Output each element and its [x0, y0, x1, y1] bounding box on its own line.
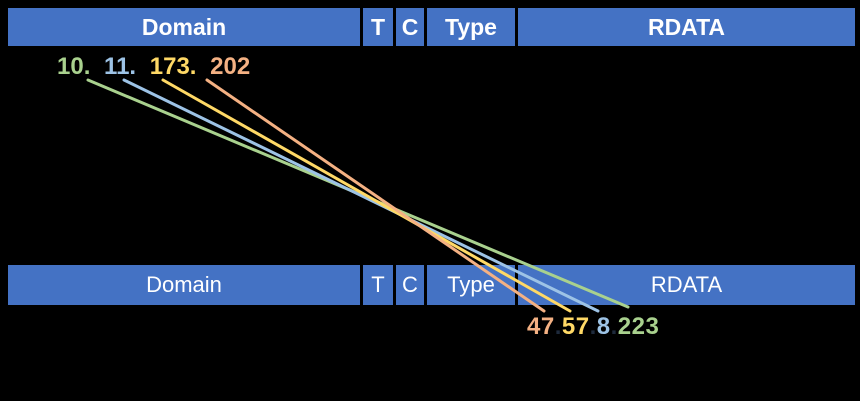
encoded-octet-3: 173. [149, 53, 197, 80]
decoded-dot-1: . [554, 313, 562, 340]
top-record-table: Domain T C Type RDATA [8, 8, 855, 46]
decoded-octet-1: 47 [527, 313, 555, 340]
encoded-ip-label: 10. 11. 173. 202 [57, 54, 250, 80]
top-header-cell-rdata: RDATA [518, 8, 855, 46]
bottom-header-cell-domain: Domain [8, 265, 360, 305]
bottom-header-cell-rdata: RDATA [518, 265, 855, 305]
encoded-octet-2: 11. [104, 53, 137, 80]
decoded-octet-2: 57 [561, 313, 590, 340]
top-header-cell-domain: Domain [8, 8, 360, 46]
top-header-cell-c: C [396, 8, 424, 46]
bottom-header-cell-type: Type [427, 265, 515, 305]
bottom-header-cell-t: T [363, 265, 393, 305]
top-header-cell-type: Type [427, 8, 515, 46]
encoded-octet-1: 10. [57, 53, 91, 80]
encoded-octet-4: 202 [210, 53, 251, 80]
decoded-ip-label: 47.57.8.223 [527, 314, 659, 340]
decoded-dot-2: . [589, 313, 597, 340]
top-header-cell-t: T [363, 8, 393, 46]
bottom-header-cell-c: C [396, 265, 424, 305]
decoded-dot-3: . [610, 313, 618, 340]
decoded-octet-3: 8 [596, 313, 611, 340]
decoded-octet-4: 223 [617, 313, 660, 340]
bottom-record-table: Domain T C Type RDATA [8, 265, 855, 305]
